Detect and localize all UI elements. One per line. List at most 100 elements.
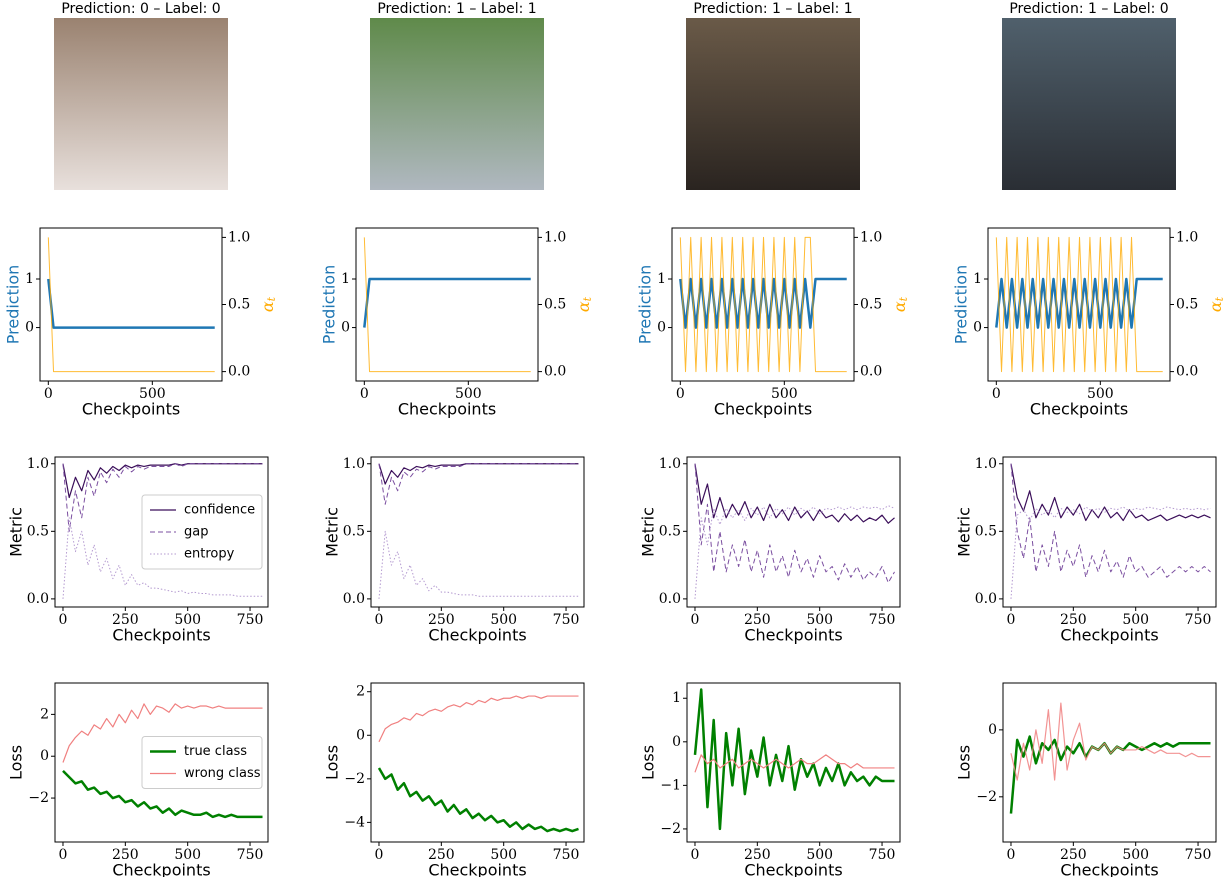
x-tick-label: 500 — [174, 847, 201, 863]
series-line — [694, 463, 895, 524]
plot-area — [378, 463, 579, 599]
x-tick-label: 250 — [744, 612, 771, 628]
y2-tick-label: 0.0 — [544, 364, 566, 380]
x-tick-label: 750 — [869, 847, 896, 863]
axes-frame — [1002, 682, 1217, 843]
series-line — [1010, 702, 1211, 781]
series-line — [995, 236, 1163, 373]
series-line — [62, 463, 263, 532]
x-tick-label: 0 — [44, 386, 53, 402]
y-axis-label: Loss — [323, 745, 342, 780]
plot-area — [694, 463, 895, 599]
x-axis-label: Checkpoints — [112, 626, 210, 645]
y-tick-label: 1 — [341, 271, 350, 287]
y-tick-label: 0.5 — [27, 523, 49, 539]
y2-axis-label-base: α — [574, 301, 593, 312]
series-line — [377, 767, 579, 833]
x-tick-label: 750 — [553, 847, 580, 863]
x-axis-label: Checkpoints — [398, 400, 496, 419]
y2-tick-label: 1.0 — [228, 229, 250, 245]
x-tick-label: 250 — [1060, 847, 1087, 863]
y-axis-label: Metric — [7, 507, 26, 557]
y-tick-label: 2 — [40, 706, 49, 722]
y-tick-label: 0.5 — [659, 523, 681, 539]
x-tick-label: 500 — [455, 386, 482, 402]
x-tick-label: 500 — [1087, 386, 1114, 402]
y2-tick-label: 0.0 — [228, 364, 250, 380]
y-tick-label: 1.0 — [343, 456, 365, 472]
x-tick-label: 0 — [676, 386, 685, 402]
y-tick-label: 0.0 — [975, 591, 997, 607]
series-line — [679, 277, 847, 329]
x-tick-label: 250 — [428, 847, 455, 863]
x-tick-label: 500 — [1122, 847, 1149, 863]
x-tick-label: 750 — [1185, 847, 1212, 863]
x-axis-label: Checkpoints — [1060, 861, 1158, 877]
x-tick-label: 750 — [237, 612, 264, 628]
legend-box — [141, 494, 263, 570]
series-line — [679, 236, 847, 373]
y-tick-label: 1.0 — [659, 456, 681, 472]
y2-tick-label: 1.0 — [544, 229, 566, 245]
y2-axis-label-base: α — [890, 301, 909, 312]
x-tick-label: 500 — [1122, 612, 1149, 628]
series-line — [378, 463, 579, 505]
y-tick-label: 0.0 — [343, 591, 365, 607]
plot-area — [62, 463, 263, 599]
legend-label: entropy — [184, 547, 235, 562]
y-tick-label: 0 — [973, 320, 982, 336]
axes-frame — [54, 682, 269, 843]
y2-tick-label: 0.0 — [860, 364, 882, 380]
y2-axis-label-base: α — [1206, 301, 1225, 312]
image-title: Prediction: 1 – Label: 0 — [1009, 1, 1168, 17]
y-tick-label: −2 — [344, 771, 365, 787]
y-tick-label: 0 — [356, 727, 365, 743]
y-tick-label: 1 — [672, 690, 681, 706]
y-axis-label: Prediction — [636, 265, 655, 344]
image — [1002, 18, 1176, 190]
plot-area — [363, 237, 531, 373]
y-tick-label: −2 — [976, 789, 997, 805]
y2-axis-label: αt — [890, 296, 911, 312]
y2-tick-label: 0.0 — [1176, 364, 1198, 380]
plot-area — [679, 236, 847, 373]
y-tick-label: 1 — [657, 271, 666, 287]
image — [54, 18, 228, 190]
y-axis-label: Loss — [639, 745, 658, 780]
x-tick-label: 0 — [59, 847, 68, 863]
axes-frame — [686, 682, 901, 843]
x-tick-label: 0 — [360, 386, 369, 402]
image — [686, 18, 860, 190]
y-tick-label: 0.0 — [659, 591, 681, 607]
series-line — [694, 505, 895, 599]
series-line — [1009, 735, 1211, 814]
y-tick-label: −1 — [660, 777, 681, 793]
y-tick-label: 0.5 — [975, 523, 997, 539]
series-line — [694, 463, 895, 584]
y-axis-label: Prediction — [320, 265, 339, 344]
legend-label: wrong class — [184, 766, 261, 781]
x-tick-label: 500 — [490, 847, 517, 863]
x-axis-label: Checkpoints — [112, 861, 210, 877]
y-tick-label: 2 — [356, 684, 365, 700]
axes-frame — [54, 456, 269, 608]
y-tick-label: 1.0 — [27, 456, 49, 472]
y-tick-label: 0 — [988, 722, 997, 738]
x-tick-label: 0 — [691, 847, 700, 863]
x-tick-label: 500 — [174, 612, 201, 628]
series-line — [378, 530, 579, 599]
x-tick-label: 0 — [375, 847, 384, 863]
x-tick-label: 0 — [1007, 847, 1016, 863]
legend-label: gap — [184, 525, 208, 540]
x-axis-label: Checkpoints — [1030, 400, 1128, 419]
axes-frame — [370, 682, 585, 843]
y-tick-label: 0 — [657, 320, 666, 336]
y-tick-label: 1.0 — [975, 456, 997, 472]
series-line — [378, 695, 579, 743]
series-line — [47, 278, 215, 329]
series-line — [62, 463, 263, 499]
y-axis-label: Metric — [639, 507, 658, 557]
axes-frame — [355, 227, 539, 382]
x-tick-label: 750 — [869, 612, 896, 628]
y2-tick-label: 1.0 — [860, 229, 882, 245]
